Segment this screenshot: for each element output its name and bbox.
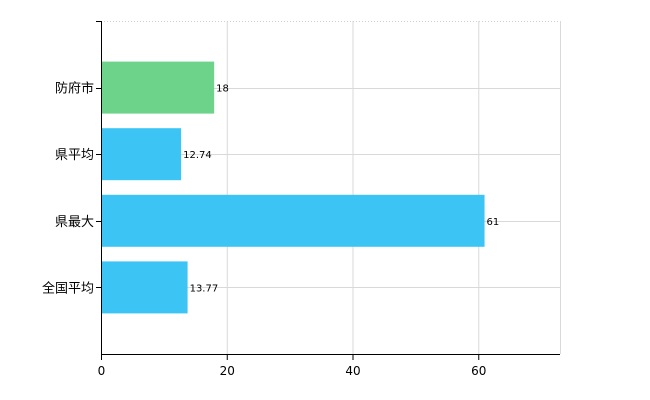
data-label: 12.74 — [183, 150, 212, 161]
bar-4[interactable] — [101, 261, 188, 314]
category-label: 全国平均 — [42, 280, 94, 296]
bar-3[interactable] — [101, 194, 485, 247]
x-tick-label: 40 — [345, 364, 360, 378]
x-tick-label: 0 — [98, 364, 106, 378]
bar-1[interactable] — [101, 61, 215, 114]
x-tick-label: 20 — [220, 364, 235, 378]
x-tick-label: 60 — [471, 364, 486, 378]
category-label: 防府市 — [55, 81, 94, 97]
category-label: 県平均 — [55, 148, 94, 163]
data-label: 61 — [487, 217, 500, 228]
data-label: 13.77 — [190, 283, 219, 294]
data-label: 18 — [216, 84, 229, 95]
category-label: 県最大 — [55, 215, 94, 230]
bar-2[interactable] — [101, 128, 182, 181]
